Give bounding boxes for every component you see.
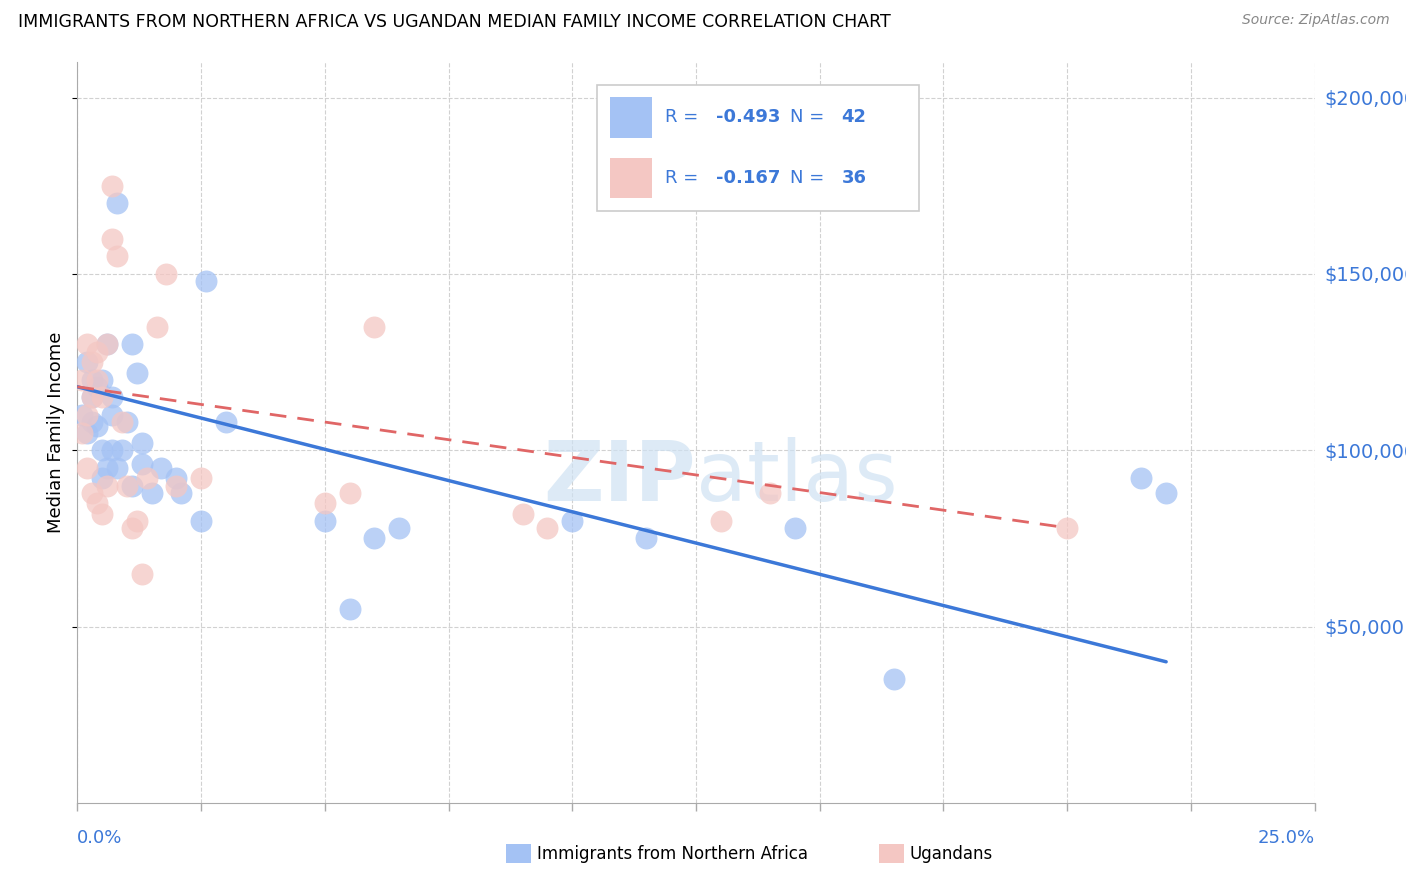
Point	[82, 373, 104, 387]
Point	[1130, 471, 1153, 485]
Y-axis label: Median Family Income: Median Family Income	[48, 332, 66, 533]
Point	[82, 415, 104, 429]
Point	[536, 521, 558, 535]
Point	[363, 532, 385, 546]
Point	[339, 485, 361, 500]
Point	[155, 267, 177, 281]
Point	[561, 514, 583, 528]
Point	[86, 380, 108, 394]
Point	[91, 507, 114, 521]
Point	[91, 443, 114, 458]
Point	[1154, 485, 1177, 500]
Point	[101, 178, 124, 193]
Point	[101, 408, 124, 422]
Point	[314, 496, 336, 510]
Point	[145, 319, 167, 334]
Point	[101, 232, 124, 246]
Point	[314, 514, 336, 528]
Point	[388, 521, 411, 535]
Point	[82, 390, 104, 404]
Point	[91, 373, 114, 387]
Point	[76, 408, 98, 422]
Text: 0.0%: 0.0%	[77, 829, 122, 847]
Point	[91, 471, 114, 485]
Point	[165, 478, 187, 492]
Point	[72, 373, 94, 387]
Point	[101, 390, 124, 404]
Point	[363, 319, 385, 334]
Text: Ugandans: Ugandans	[910, 845, 993, 863]
Point	[125, 366, 148, 380]
Point	[512, 507, 534, 521]
Point	[190, 471, 212, 485]
Point	[131, 566, 153, 581]
Point	[1056, 521, 1078, 535]
Point	[215, 415, 238, 429]
Point	[150, 461, 173, 475]
Point	[82, 355, 104, 369]
Point	[883, 673, 905, 687]
Point	[101, 443, 124, 458]
Point	[190, 514, 212, 528]
Point	[339, 602, 361, 616]
Point	[72, 408, 94, 422]
Point	[76, 425, 98, 440]
Point	[135, 471, 157, 485]
Point	[121, 337, 143, 351]
Point	[86, 344, 108, 359]
Point	[91, 390, 114, 404]
Point	[170, 485, 193, 500]
Point	[131, 436, 153, 450]
Point	[710, 514, 733, 528]
Point	[105, 249, 128, 263]
Point	[82, 390, 104, 404]
Point	[96, 478, 118, 492]
Point	[96, 337, 118, 351]
Point	[72, 425, 94, 440]
Point	[96, 337, 118, 351]
Point	[121, 521, 143, 535]
Point	[96, 461, 118, 475]
Point	[86, 373, 108, 387]
Point	[141, 485, 163, 500]
Point	[125, 514, 148, 528]
Point	[115, 478, 138, 492]
Point	[111, 443, 134, 458]
Text: Source: ZipAtlas.com: Source: ZipAtlas.com	[1241, 13, 1389, 28]
Point	[76, 355, 98, 369]
Point	[121, 478, 143, 492]
Point	[131, 458, 153, 472]
Text: atlas: atlas	[696, 436, 897, 517]
Text: ZIP: ZIP	[544, 436, 696, 517]
Point	[783, 521, 806, 535]
Point	[86, 496, 108, 510]
Point	[76, 337, 98, 351]
Point	[105, 461, 128, 475]
Text: IMMIGRANTS FROM NORTHERN AFRICA VS UGANDAN MEDIAN FAMILY INCOME CORRELATION CHAR: IMMIGRANTS FROM NORTHERN AFRICA VS UGAND…	[18, 13, 891, 31]
Point	[636, 532, 658, 546]
Point	[82, 485, 104, 500]
Point	[165, 471, 187, 485]
Point	[115, 415, 138, 429]
Point	[76, 461, 98, 475]
Point	[86, 418, 108, 433]
Text: 25.0%: 25.0%	[1257, 829, 1315, 847]
Point	[111, 415, 134, 429]
Point	[759, 485, 782, 500]
Point	[105, 196, 128, 211]
Text: Immigrants from Northern Africa: Immigrants from Northern Africa	[537, 845, 808, 863]
Point	[195, 274, 218, 288]
